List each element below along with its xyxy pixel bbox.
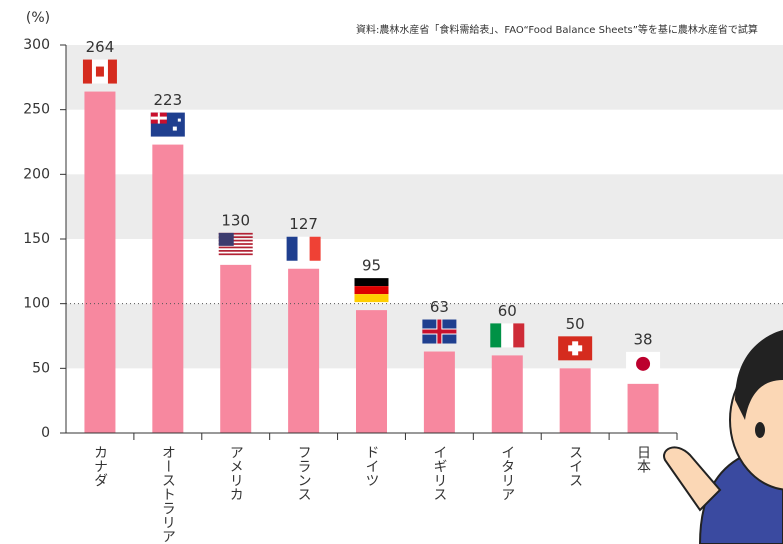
y-tick-label: 200 <box>23 166 50 182</box>
value-label: 38 <box>634 330 653 348</box>
flag-part <box>636 357 650 371</box>
x-tick-label: カナダ <box>92 445 108 487</box>
flag-icon <box>355 278 389 302</box>
flag-part <box>490 323 501 347</box>
y-tick-label: 300 <box>23 37 50 53</box>
bar <box>84 92 115 433</box>
flag-part <box>178 119 181 122</box>
flag-part <box>355 294 389 302</box>
flag-icon <box>490 323 524 347</box>
flag-part <box>310 237 321 261</box>
flag-part <box>298 237 310 261</box>
x-tick-label: 日本 <box>635 445 651 473</box>
flag-part <box>83 60 92 84</box>
bar <box>356 310 387 433</box>
value-label: 264 <box>86 38 115 56</box>
y-tick-label: 100 <box>23 296 50 312</box>
flag-part <box>355 278 389 286</box>
x-tick-label: イタリア <box>499 445 515 501</box>
x-tick-label: アメリカ <box>228 445 244 501</box>
x-tick-label: オーストラリア <box>160 445 176 543</box>
flag-part <box>287 237 298 261</box>
value-label: 127 <box>289 215 318 233</box>
value-label: 95 <box>362 257 381 275</box>
flag-icon <box>151 113 185 137</box>
bar <box>288 269 319 433</box>
flag-part <box>219 253 253 255</box>
x-tick-label: フランス <box>296 445 312 501</box>
chart: (%) 資料:農林水産省「食料需給表」、FAO“Food Balance She… <box>0 0 783 544</box>
flag-icon <box>83 60 117 84</box>
value-label: 50 <box>566 315 585 333</box>
value-label: 60 <box>498 302 517 320</box>
flag-part <box>173 127 177 131</box>
flag-icon <box>422 320 456 344</box>
flag-icon <box>287 237 321 261</box>
flag-part <box>219 247 253 249</box>
flag-part <box>96 67 104 77</box>
value-label: 130 <box>221 211 250 229</box>
flag-part <box>108 60 117 84</box>
flag-part <box>219 250 253 252</box>
y-tick-label: 250 <box>23 102 50 118</box>
flag-part <box>151 117 167 120</box>
bar <box>152 145 183 433</box>
bar <box>220 265 251 433</box>
flag-part <box>355 286 389 294</box>
value-label: 223 <box>154 91 183 109</box>
bar <box>560 368 591 433</box>
flag-icon <box>558 336 592 360</box>
y-tick-label: 150 <box>23 231 50 247</box>
x-tick-label: ドイツ <box>364 445 380 487</box>
x-tick-label: イギリス <box>431 445 447 501</box>
y-tick-label: 50 <box>32 360 50 376</box>
flag-icon <box>626 352 660 376</box>
unit-label: (%) <box>26 10 50 26</box>
bar <box>492 355 523 433</box>
plot: 264 カナダ 223 オーストラリア 130 アメリカ 127 フランス 95 ドイツ 63 イギリ… <box>83 38 677 543</box>
x-tick-label: スイス <box>567 445 583 487</box>
bar <box>628 384 659 433</box>
flag-part <box>219 233 234 246</box>
flag-part <box>568 345 582 351</box>
flag-part <box>513 323 524 347</box>
y-tick-label: 0 <box>41 425 50 441</box>
flag-part <box>422 330 456 334</box>
bar <box>424 352 455 433</box>
value-label: 63 <box>430 298 449 316</box>
flag-part <box>501 323 513 347</box>
source-note: 資料:農林水産省「食料需給表」、FAO“Food Balance Sheets”… <box>356 23 758 36</box>
